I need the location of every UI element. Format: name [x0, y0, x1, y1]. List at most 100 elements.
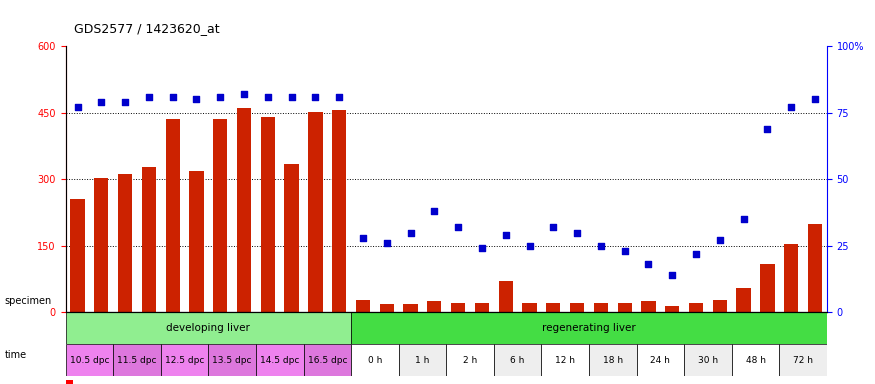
Bar: [284, 164, 298, 313]
Bar: [689, 303, 704, 313]
Point: [618, 248, 632, 254]
Bar: [94, 178, 108, 313]
Bar: [142, 167, 156, 313]
FancyBboxPatch shape: [351, 344, 399, 376]
Text: 72 h: 72 h: [793, 356, 813, 365]
Point: [237, 91, 251, 97]
Bar: [356, 300, 370, 313]
Bar: [570, 303, 584, 313]
Text: 30 h: 30 h: [698, 356, 718, 365]
Text: 12 h: 12 h: [556, 356, 575, 365]
FancyBboxPatch shape: [113, 344, 161, 376]
FancyBboxPatch shape: [208, 344, 256, 376]
FancyBboxPatch shape: [446, 344, 493, 376]
Bar: [594, 303, 608, 313]
Point: [71, 104, 85, 111]
Bar: [713, 300, 727, 313]
Point: [214, 94, 228, 100]
FancyBboxPatch shape: [684, 344, 732, 376]
Point: [190, 96, 204, 103]
Point: [475, 245, 489, 252]
Text: 18 h: 18 h: [603, 356, 623, 365]
Point: [737, 216, 751, 222]
Point: [142, 94, 156, 100]
Point: [784, 104, 798, 111]
Bar: [70, 199, 85, 313]
Bar: [641, 301, 655, 313]
Bar: [665, 306, 679, 313]
Point: [570, 229, 584, 235]
Text: time: time: [4, 350, 26, 360]
Point: [261, 94, 275, 100]
Bar: [427, 301, 442, 313]
Point: [594, 243, 608, 249]
Bar: [475, 303, 489, 313]
Point: [427, 208, 441, 214]
Text: 11.5 dpc: 11.5 dpc: [117, 356, 157, 365]
Point: [94, 99, 108, 105]
Bar: [737, 288, 751, 313]
Point: [284, 94, 298, 100]
Point: [403, 229, 417, 235]
Bar: [308, 112, 323, 313]
Bar: [214, 119, 228, 313]
Bar: [760, 263, 774, 313]
Point: [380, 240, 394, 246]
Bar: [522, 303, 536, 313]
Point: [546, 224, 560, 230]
Point: [118, 99, 132, 105]
Bar: [237, 108, 251, 313]
Point: [760, 126, 774, 132]
FancyBboxPatch shape: [637, 344, 684, 376]
Point: [499, 232, 513, 238]
Bar: [118, 174, 132, 313]
FancyBboxPatch shape: [66, 344, 113, 376]
Text: 48 h: 48 h: [746, 356, 766, 365]
Point: [452, 224, 466, 230]
Point: [808, 96, 822, 103]
FancyBboxPatch shape: [399, 344, 446, 376]
Bar: [189, 171, 204, 313]
Bar: [332, 111, 346, 313]
Text: GDS2577 / 1423620_at: GDS2577 / 1423620_at: [74, 22, 220, 35]
Point: [332, 94, 346, 100]
Point: [665, 272, 679, 278]
FancyBboxPatch shape: [732, 344, 780, 376]
Point: [713, 237, 727, 243]
Text: 6 h: 6 h: [510, 356, 525, 365]
FancyBboxPatch shape: [304, 344, 351, 376]
Point: [641, 262, 655, 268]
Bar: [403, 305, 417, 313]
FancyBboxPatch shape: [780, 344, 827, 376]
Text: 0 h: 0 h: [368, 356, 382, 365]
Text: 2 h: 2 h: [463, 356, 477, 365]
FancyBboxPatch shape: [493, 344, 542, 376]
Bar: [808, 223, 822, 313]
FancyBboxPatch shape: [351, 313, 827, 344]
Bar: [261, 117, 275, 313]
Text: 24 h: 24 h: [650, 356, 670, 365]
Bar: [499, 281, 513, 313]
Bar: [451, 303, 466, 313]
Text: regenerating liver: regenerating liver: [542, 323, 636, 333]
Text: 16.5 dpc: 16.5 dpc: [307, 356, 347, 365]
FancyBboxPatch shape: [542, 344, 589, 376]
Point: [308, 94, 322, 100]
Point: [165, 94, 179, 100]
Bar: [165, 119, 180, 313]
FancyBboxPatch shape: [161, 344, 208, 376]
Text: specimen: specimen: [4, 296, 52, 306]
Text: 1 h: 1 h: [416, 356, 430, 365]
FancyBboxPatch shape: [256, 344, 304, 376]
Text: developing liver: developing liver: [166, 323, 250, 333]
Text: 14.5 dpc: 14.5 dpc: [260, 356, 299, 365]
Text: 12.5 dpc: 12.5 dpc: [164, 356, 204, 365]
Point: [689, 251, 703, 257]
Text: 13.5 dpc: 13.5 dpc: [213, 356, 252, 365]
Point: [522, 243, 536, 249]
Bar: [784, 243, 798, 313]
Bar: [618, 303, 632, 313]
Point: [356, 235, 370, 241]
FancyBboxPatch shape: [66, 313, 351, 344]
Bar: [546, 303, 561, 313]
